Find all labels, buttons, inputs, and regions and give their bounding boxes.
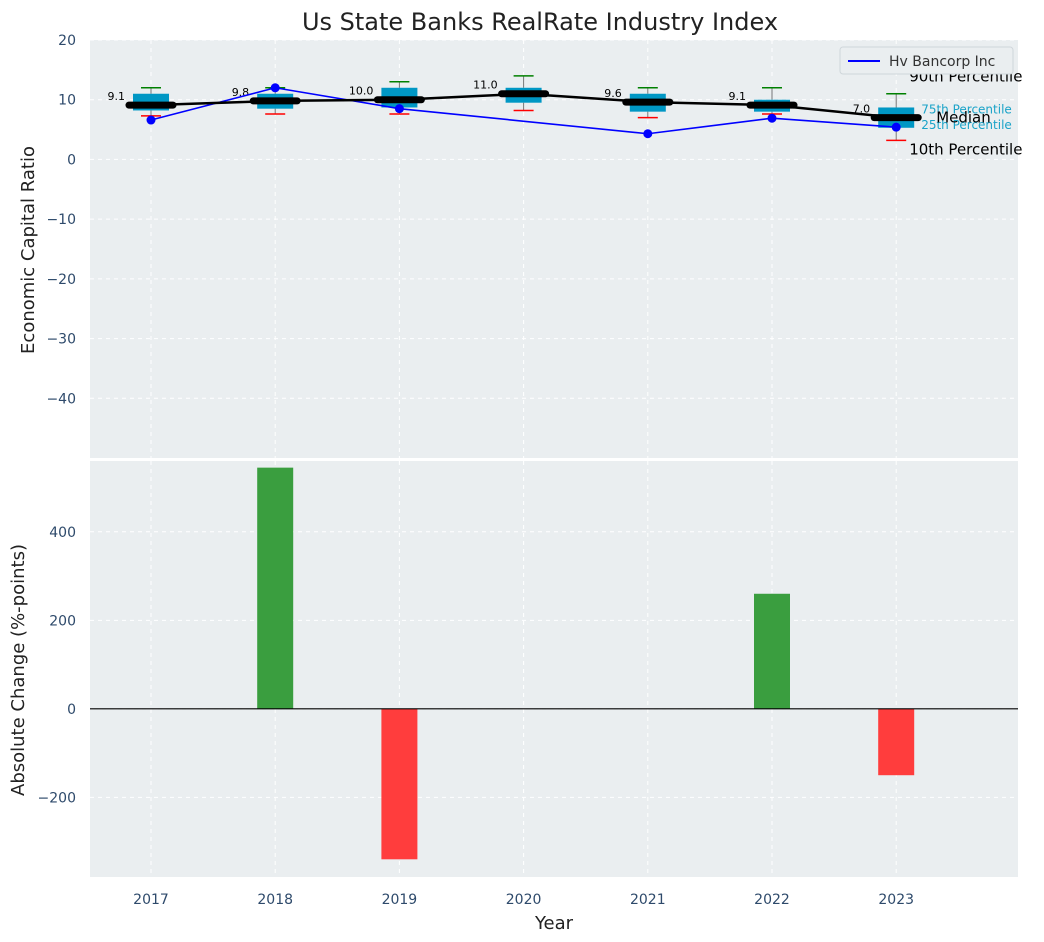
legend-series-label: Hv Bancorp Inc [889, 54, 995, 70]
legend: Hv Bancorp Inc [839, 46, 1014, 75]
x-tick-label: 2019 [382, 892, 418, 908]
median-line-group [150, 92, 897, 119]
median-value-label: 7.0 [853, 103, 871, 116]
top-y-axis-label: Economic Capital Ratio [18, 146, 39, 354]
x-tick-label: 2022 [754, 892, 790, 908]
series-point [146, 115, 156, 125]
top-y-tick-label: 20 [58, 33, 76, 49]
median-value-label: 9.1 [729, 90, 747, 103]
x-tick-label: 2017 [133, 892, 169, 908]
top-y-tick-label: 10 [58, 93, 76, 109]
top-y-tick-label: −20 [46, 272, 76, 288]
top-plot-area [90, 40, 1018, 458]
median-line [150, 92, 897, 119]
x-tick-label: 2018 [257, 892, 293, 908]
bottom-y-tick-label: −200 [38, 790, 76, 806]
bottom-y-tick-label: 200 [49, 613, 76, 629]
series-line [150, 86, 897, 135]
bottom-y-ticks: −200 0 200 400 [38, 525, 76, 807]
bottom-plot-area [90, 461, 1018, 877]
x-axis-label: Year [534, 913, 574, 934]
bottom-y-tick-label: 400 [49, 525, 76, 541]
bottom-y-tick-label: 0 [67, 702, 76, 718]
series-point [394, 104, 404, 114]
legend-box [839, 46, 1014, 75]
top-y-ticks: −40 −30 −20 −10 0 10 20 [46, 33, 76, 407]
company-series [146, 83, 901, 139]
change-bar [257, 467, 294, 709]
median-value-label: 11.0 [473, 79, 498, 92]
top-y-tick-label: −40 [46, 391, 76, 407]
top-y-tick-label: −10 [46, 212, 76, 228]
x-tick-label: 2021 [630, 892, 666, 908]
series-point [270, 83, 280, 93]
median-value-label: 10.0 [349, 85, 374, 98]
median-value-label: 9.1 [108, 90, 126, 103]
change-bar [754, 593, 790, 709]
top-y-tick-label: 0 [67, 152, 76, 168]
x-ticks: 2017 2018 2019 2020 2021 2022 2023 [133, 892, 914, 908]
annotation-median: Median [936, 109, 991, 127]
series-point [643, 129, 653, 139]
bottom-y-axis-label: Absolute Change (%-points) [8, 544, 29, 796]
annotation-p25: 25th Percentile [921, 118, 1012, 132]
median-value-label: 9.6 [604, 87, 622, 100]
annotation-p10: 10th Percentile [909, 140, 1022, 158]
series-point [891, 122, 901, 132]
top-grid [90, 39, 1018, 458]
top-y-tick-label: −30 [46, 332, 76, 348]
change-bar [381, 708, 418, 860]
change-bar [878, 708, 915, 776]
change-bars [257, 467, 915, 860]
x-tick-label: 2023 [878, 892, 914, 908]
series-point [767, 113, 777, 123]
annotation-p75: 75th Percentile [921, 102, 1012, 116]
x-tick-label: 2020 [506, 892, 542, 908]
chart-title: Us State Banks RealRate Industry Index [302, 8, 778, 36]
